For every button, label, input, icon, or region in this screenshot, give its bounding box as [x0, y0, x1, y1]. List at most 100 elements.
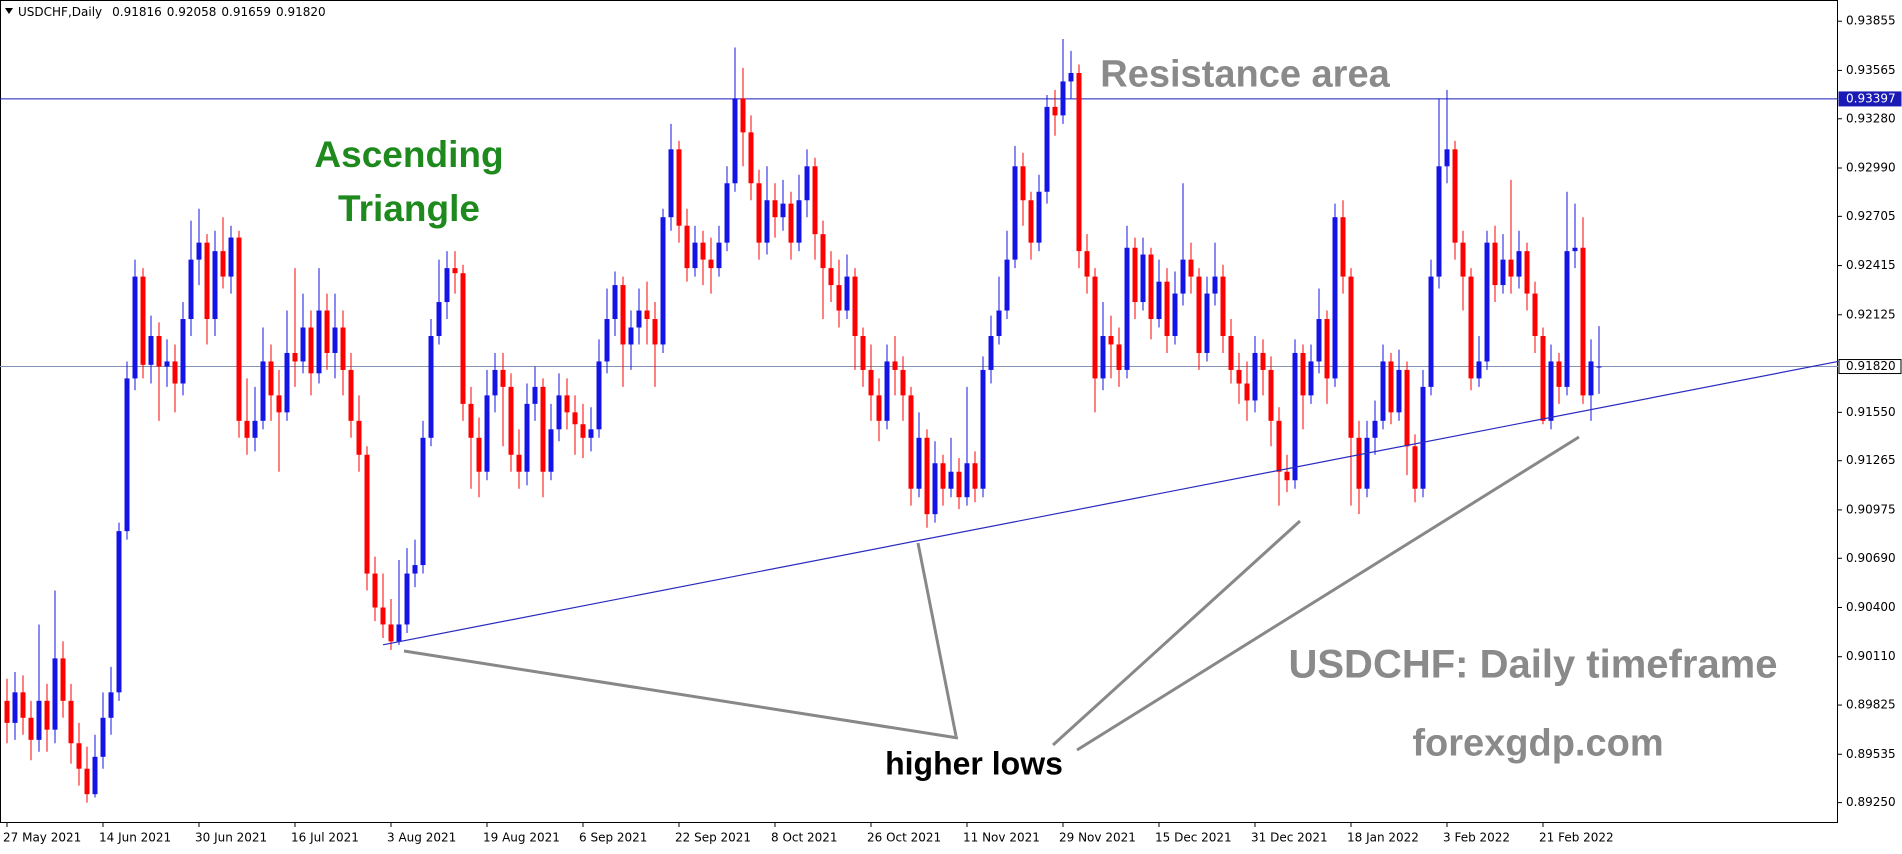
candle-body — [932, 463, 938, 515]
candle-body — [892, 361, 898, 370]
candle-body — [1180, 259, 1186, 294]
candle-body — [564, 395, 570, 413]
candle-body — [188, 259, 194, 320]
candle-body — [292, 352, 298, 362]
candle-body — [596, 361, 602, 430]
candle-body — [1596, 366, 1602, 368]
plot-frame — [0, 0, 1838, 823]
x-tick-label: 19 Aug 2021 — [483, 831, 560, 845]
candle-body — [1004, 259, 1010, 311]
candle-body — [1260, 352, 1266, 370]
candle-body — [252, 420, 258, 438]
candle-body — [204, 242, 210, 320]
pointer — [916, 542, 958, 737]
price_line-box — [1838, 359, 1902, 375]
candle-body — [836, 285, 842, 311]
candle-body — [212, 251, 218, 320]
candle-body — [420, 437, 426, 566]
header-close: 0.91820 — [276, 5, 326, 19]
candle-body — [628, 327, 634, 345]
candle-body — [1052, 106, 1058, 116]
candle-body — [1300, 352, 1306, 396]
candle-body — [780, 203, 786, 218]
candle-body — [644, 310, 650, 320]
candle-body — [1324, 319, 1330, 379]
candle-body — [508, 386, 514, 455]
candle-body — [300, 327, 306, 362]
candle-body — [1020, 166, 1026, 201]
candle-body — [1268, 369, 1274, 421]
candle-body — [156, 335, 162, 367]
candle-body — [460, 273, 466, 404]
candle-body — [1380, 361, 1386, 421]
y-tick-label: 0.92990 — [1846, 160, 1896, 174]
lows-label: higher lows — [885, 745, 1063, 782]
symbol: USDCHF,Daily — [18, 5, 102, 19]
candle-body — [700, 242, 706, 260]
candle-body — [1420, 386, 1426, 489]
candle-body — [492, 369, 498, 396]
candle-body — [1148, 254, 1154, 320]
candle-body — [540, 386, 546, 472]
y-tick-label: 0.93280 — [1846, 111, 1896, 125]
candle-body — [116, 531, 122, 693]
menu-arrow — [5, 8, 13, 14]
y-tick-label: 0.92705 — [1846, 209, 1896, 223]
candle-body — [956, 471, 962, 498]
candle-body — [804, 166, 810, 201]
header-open: 0.91816 — [112, 5, 162, 19]
candle-body — [1036, 191, 1042, 243]
price_line-label: 0.91820 — [1846, 359, 1896, 373]
y-tick-label: 0.89825 — [1846, 698, 1896, 712]
candle-body — [1404, 369, 1410, 447]
pointer — [1076, 435, 1580, 752]
candle-body — [708, 259, 714, 269]
x-tick-label: 8 Oct 2021 — [771, 831, 838, 845]
header: USDCHF,Daily 0.91816 0.92058 0.91659 0.91820 — [18, 5, 326, 19]
x-tick-label: 27 May 2021 — [3, 831, 81, 845]
candle-body — [20, 692, 26, 718]
candle-body — [1524, 251, 1530, 294]
x-tick-label: 30 Jun 2021 — [195, 831, 267, 845]
candle-body — [1468, 276, 1474, 379]
header-high: 0.92058 — [167, 5, 217, 19]
resistance-box — [1838, 91, 1902, 107]
candle-body — [1356, 437, 1362, 489]
candle-body — [916, 437, 922, 489]
candle-body — [812, 166, 818, 235]
candle-body — [228, 237, 234, 277]
candle-body — [276, 395, 282, 413]
candle-body — [1500, 259, 1506, 286]
candle-body — [1252, 352, 1258, 401]
candle-body — [1076, 72, 1082, 252]
candle-body — [772, 200, 778, 218]
candle-body — [1476, 361, 1482, 379]
candle-body — [140, 276, 146, 365]
y-tick-label: 0.93855 — [1846, 14, 1896, 28]
x-tick-label: 3 Aug 2021 — [387, 831, 456, 845]
candle-body — [1164, 281, 1170, 336]
candle-body — [332, 327, 338, 353]
candle-body — [412, 565, 418, 574]
y-tick-label: 0.89250 — [1846, 795, 1896, 809]
candle-body — [516, 454, 522, 472]
pointer-lines — [403, 435, 1580, 752]
candle-body — [876, 395, 882, 421]
candle-body — [1276, 420, 1282, 472]
candle-body — [1316, 319, 1322, 362]
candle-body — [764, 200, 770, 243]
candle-body — [60, 658, 66, 701]
candle-body — [1580, 247, 1586, 396]
candle-body — [1292, 352, 1298, 481]
x-tick-label: 14 Jun 2021 — [99, 831, 171, 845]
x-tick-label: 6 Sep 2021 — [579, 831, 647, 845]
candle-body — [556, 395, 562, 430]
candle-body — [900, 369, 906, 396]
candle-body — [988, 335, 994, 370]
candle-body — [444, 268, 450, 303]
candle-body — [1428, 276, 1434, 387]
candle-body — [84, 768, 90, 795]
candle-body — [1396, 369, 1402, 413]
candle-body — [860, 335, 866, 370]
candle-body — [1172, 293, 1178, 336]
